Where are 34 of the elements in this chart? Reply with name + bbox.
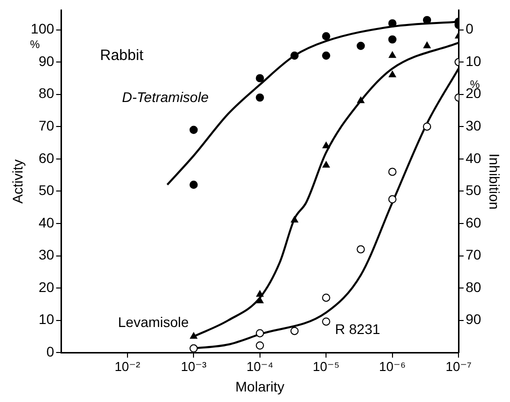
series-label: R 8231 bbox=[335, 320, 380, 337]
annotation: Rabbit bbox=[100, 47, 144, 64]
y-tick-label: 100 bbox=[30, 20, 54, 37]
y-tick-label: 50 bbox=[38, 182, 54, 198]
y-tick-label: 10 bbox=[38, 311, 54, 328]
y2-tick-label: 40 bbox=[466, 150, 482, 166]
y2-tick-label: 90 bbox=[466, 311, 482, 328]
y-tick-label: 60 bbox=[38, 150, 54, 166]
y2-tick-label: 30 bbox=[466, 117, 482, 134]
x-tick-label: 10⁻² bbox=[114, 358, 141, 374]
y-tick-label: 0 bbox=[46, 343, 54, 360]
y2-tick-label: 60 bbox=[466, 214, 482, 230]
series-label: Levamisole bbox=[118, 314, 190, 330]
y2-tick-label: 50 bbox=[466, 182, 482, 198]
y-tick-label: 80 bbox=[38, 85, 54, 102]
y2-tick-label: 80 bbox=[466, 278, 482, 295]
x-tick-label: 10⁻⁷ bbox=[446, 358, 472, 374]
y-tick-label: 20 bbox=[38, 278, 54, 295]
y2-tick-label: 10 bbox=[466, 52, 482, 69]
y-tick-label: 40 bbox=[38, 214, 54, 230]
x-tick-label: 10⁻⁵ bbox=[312, 358, 340, 374]
y-tick-label: 30 bbox=[38, 246, 54, 263]
y-tick-label: 90 bbox=[38, 52, 54, 69]
text: % bbox=[30, 39, 40, 52]
series-label: D-Tetramisole bbox=[122, 88, 209, 105]
x-tick-label: 10⁻⁴ bbox=[246, 358, 274, 374]
y2-tick-label: 0 bbox=[466, 20, 474, 37]
x-axis-title: Molarity bbox=[235, 378, 284, 394]
x-tick-label: 10⁻⁶ bbox=[379, 358, 406, 374]
y-tick-label: 70 bbox=[38, 117, 54, 134]
y-axis-title: Activity bbox=[9, 159, 26, 204]
y2-axis-title: Inhibition bbox=[486, 153, 503, 210]
y2-tick-label: 70 bbox=[466, 246, 482, 263]
x-tick-label: 10⁻³ bbox=[180, 358, 208, 374]
